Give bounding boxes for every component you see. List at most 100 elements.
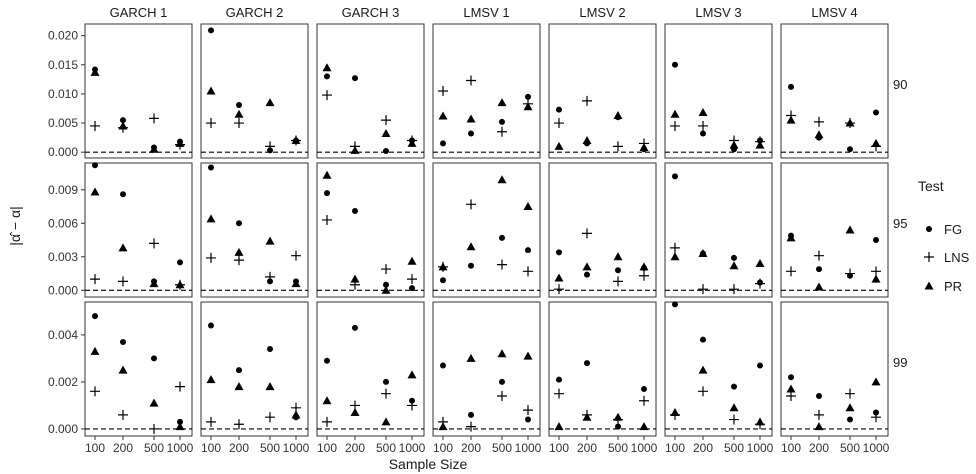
panel-border: [664, 23, 773, 159]
x-tick-label-100: 100: [85, 441, 105, 455]
point-pr-n200: [118, 365, 128, 374]
point-pr-n500: [729, 403, 739, 412]
point-fg-n1000: [641, 146, 647, 153]
point-lns-n200: [582, 409, 592, 420]
point-lns-n100: [670, 120, 680, 131]
point-lns-n100: [670, 242, 680, 253]
point-lns-n1000: [291, 402, 301, 413]
point-lns-n200: [350, 141, 360, 152]
point-fg-n1000: [177, 259, 183, 266]
point-pr-n100: [322, 63, 332, 72]
x-tick-label-1000: 1000: [167, 441, 194, 455]
panel-garch-2-95: [200, 162, 309, 298]
panel-garch-3-90: [316, 23, 425, 159]
point-lns-n200: [698, 284, 708, 295]
point-lns-n100: [206, 416, 216, 427]
point-pr-n200: [350, 274, 360, 283]
point-fg-n500: [847, 416, 853, 423]
panel-lmsv-2-90: [548, 23, 657, 159]
point-fg-n200: [352, 208, 358, 215]
point-pr-n1000: [407, 370, 417, 379]
point-fg-n200: [236, 367, 242, 374]
point-fg-n200: [816, 266, 822, 273]
point-lns-n1000: [291, 250, 301, 261]
point-fg-n500: [499, 234, 505, 241]
point-lns-n1000: [523, 405, 533, 416]
panel-border: [780, 23, 889, 159]
point-lns-n100: [322, 214, 332, 225]
point-lns-n100: [786, 391, 796, 402]
y-tick-label: 0.009: [48, 183, 78, 197]
point-fg-n100: [440, 140, 446, 147]
point-fg-n100: [208, 322, 214, 329]
point-lns-n500: [613, 276, 623, 287]
point-pr-n200: [118, 243, 128, 252]
point-fg-n200: [584, 360, 590, 367]
point-pr-n200: [466, 353, 476, 362]
point-lns-n200: [466, 199, 476, 210]
point-fg-n1000: [873, 237, 879, 244]
x-tick-label-500: 500: [840, 441, 860, 455]
x-tick-label-1000: 1000: [747, 441, 774, 455]
panel-border: [84, 301, 193, 437]
x-tick-label-200: 200: [577, 441, 597, 455]
point-pr-n500: [497, 175, 507, 184]
point-fg-n200: [700, 250, 706, 257]
x-tick-label-1000: 1000: [631, 441, 658, 455]
point-fg-n100: [556, 376, 562, 383]
panel-border: [316, 162, 425, 298]
point-pr-n100: [322, 396, 332, 405]
point-lns-n500: [497, 126, 507, 137]
point-pr-n500: [497, 98, 507, 107]
x-tick-label-200: 200: [461, 441, 481, 455]
point-pr-n500: [381, 129, 391, 138]
panel-lmsv-3-95: [664, 162, 773, 298]
x-tick-label-500: 500: [376, 441, 396, 455]
point-lns-n100: [322, 416, 332, 427]
point-lns-n500: [729, 414, 739, 425]
x-tick-label-100: 100: [781, 441, 801, 455]
row-strip-label-90: 90: [893, 77, 907, 92]
x-tick-label-500: 500: [724, 441, 744, 455]
panels-layer: [84, 23, 889, 437]
point-pr-n100: [670, 109, 680, 118]
point-pr-n1000: [523, 351, 533, 360]
x-tick-label-200: 200: [229, 441, 249, 455]
point-fg-n500: [731, 254, 737, 261]
point-pr-n100: [554, 141, 564, 150]
point-fg-n500: [847, 272, 853, 279]
labels-layer: GARCH 1 GARCH 2 GARCH 3 LMSV 1 LMSV 2 LMSV 3 L…: [48, 5, 908, 455]
column-strip-label-garch-2: GARCH 2: [226, 5, 284, 20]
panel-garch-2-99: [200, 301, 309, 437]
point-pr-n1000: [871, 377, 881, 386]
point-fg-n1000: [641, 264, 647, 271]
y-tick-label: 0.004: [48, 328, 78, 342]
point-lns-n100: [554, 118, 564, 129]
point-fg-n1000: [757, 279, 763, 286]
point-fg-n1000: [177, 138, 183, 145]
point-fg-n100: [324, 73, 330, 80]
panel-lmsv-4-99: [780, 301, 889, 437]
legend-key-fg: [926, 226, 932, 232]
point-fg-n1000: [409, 137, 415, 144]
point-fg-n1000: [409, 285, 415, 292]
point-pr-n100: [90, 346, 100, 355]
point-fg-n500: [151, 355, 157, 362]
x-tick-label-100: 100: [665, 441, 685, 455]
point-lns-n1000: [755, 419, 765, 430]
point-fg-n1000: [757, 137, 763, 144]
point-fg-n500: [267, 346, 273, 353]
point-fg-n100: [92, 313, 98, 320]
point-pr-n200: [234, 382, 244, 391]
point-lns-n200: [582, 95, 592, 106]
point-lns-n100: [438, 86, 448, 96]
point-pr-n200: [814, 422, 824, 431]
point-pr-n1000: [523, 202, 533, 211]
point-fg-n500: [499, 378, 505, 385]
panel-border: [316, 23, 425, 159]
point-lns-n100: [786, 266, 796, 277]
point-lns-n200: [814, 116, 824, 127]
panel-lmsv-4-90: [780, 23, 889, 159]
panel-border: [316, 301, 425, 437]
